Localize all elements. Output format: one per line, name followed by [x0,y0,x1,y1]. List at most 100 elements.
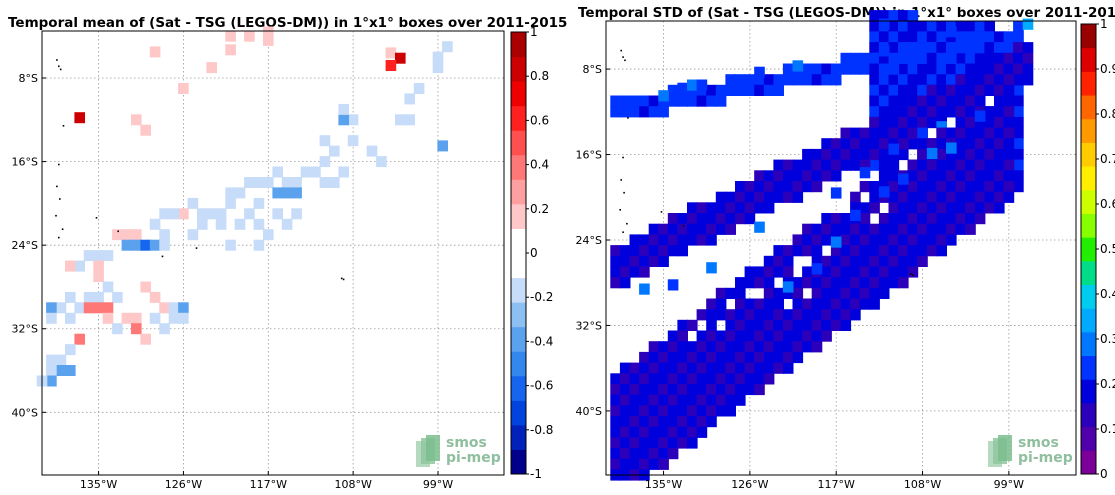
data-cell [812,288,823,299]
data-cell [620,106,631,117]
data-cell [84,302,95,313]
y-tick-label: 8°S [583,63,602,76]
data-cell [668,234,679,245]
data-cell [697,352,708,363]
data-cell [131,323,142,334]
data-cell [639,96,650,107]
colorbar-tick-label: 0 [530,246,538,260]
data-cell [773,352,784,363]
data-cell [140,334,151,345]
data-cell [706,405,717,416]
data-cell [386,47,397,58]
data-cell [1013,74,1024,85]
colorbar-segment [1081,166,1096,190]
data-cell [889,181,900,192]
data-cell [984,181,995,192]
data-cell [725,373,736,384]
island-marker [59,198,61,200]
data-cell [956,160,967,171]
data-cell [620,373,631,384]
data-cell [965,64,976,75]
data-cell [821,213,832,224]
data-cell [841,138,852,149]
data-cell [122,313,133,324]
data-cell [206,62,217,73]
data-cell [984,106,995,117]
data-cell [716,395,727,406]
data-cell [946,85,957,96]
data-cell [869,128,880,139]
data-cell [404,93,415,104]
data-cell [994,138,1005,149]
data-cell [965,106,976,117]
data-cell [908,85,919,96]
data-cell [975,42,986,53]
data-cell [658,448,669,459]
data-cell [879,186,890,197]
data-cell [112,292,123,303]
data-cell [773,85,784,96]
data-cell [860,213,871,224]
data-cell [936,53,947,64]
data-cell [630,266,641,277]
data-cell [975,85,986,96]
data-cell [282,177,293,188]
data-cell [889,266,900,277]
data-cell [956,106,967,117]
data-cell [879,128,890,139]
data-cell [630,427,641,438]
data-cell [898,138,909,149]
data-cell [658,106,669,117]
watermark-logo-tile [426,435,440,461]
data-cell [831,149,842,160]
data-cell [716,384,727,395]
data-cell [338,104,349,115]
data-cell [802,331,813,342]
data-cell [668,224,679,235]
data-cell [639,256,650,267]
colorbar-segment [511,278,526,303]
data-cell [630,405,641,416]
data-cell [917,85,928,96]
colorbar-tick-label: 0.2 [1100,377,1115,391]
data-cell [956,128,967,139]
data-cell [850,149,861,160]
colorbar-tick-label: -0.4 [530,334,553,348]
data-cell [860,277,871,288]
data-cell [745,202,756,213]
data-cell [716,373,727,384]
data-cell [1004,170,1015,181]
data-cell [889,224,900,235]
data-cell [610,256,621,267]
data-cell [908,10,919,21]
data-cell [793,341,804,352]
data-cell [610,373,621,384]
data-cell [639,106,650,117]
data-cell [1023,19,1034,30]
data-cell [994,170,1005,181]
data-cell [898,64,909,75]
data-cell [610,245,621,256]
data-cell [783,341,794,352]
colorbar-tick-label: 0.6 [530,113,549,127]
data-cell [869,160,880,171]
data-cell [936,42,947,53]
x-tick-label: 135°W [645,478,682,491]
data-cell [927,31,938,42]
data-cell [329,177,340,188]
colorbar-segment [1081,237,1096,261]
data-cell [706,363,717,374]
data-cell [898,256,909,267]
data-cell [975,160,986,171]
data-cell [620,405,631,416]
data-cell [658,90,669,101]
data-cell [850,266,861,277]
colorbar-tick-label: 1 [1100,17,1108,31]
data-cell [159,229,170,240]
data-cell [687,427,698,438]
data-cell [764,309,775,320]
data-cell [254,198,265,209]
data-cell [630,437,641,448]
data-cell [150,219,161,230]
colorbar-tick-label: -0.8 [530,423,553,437]
